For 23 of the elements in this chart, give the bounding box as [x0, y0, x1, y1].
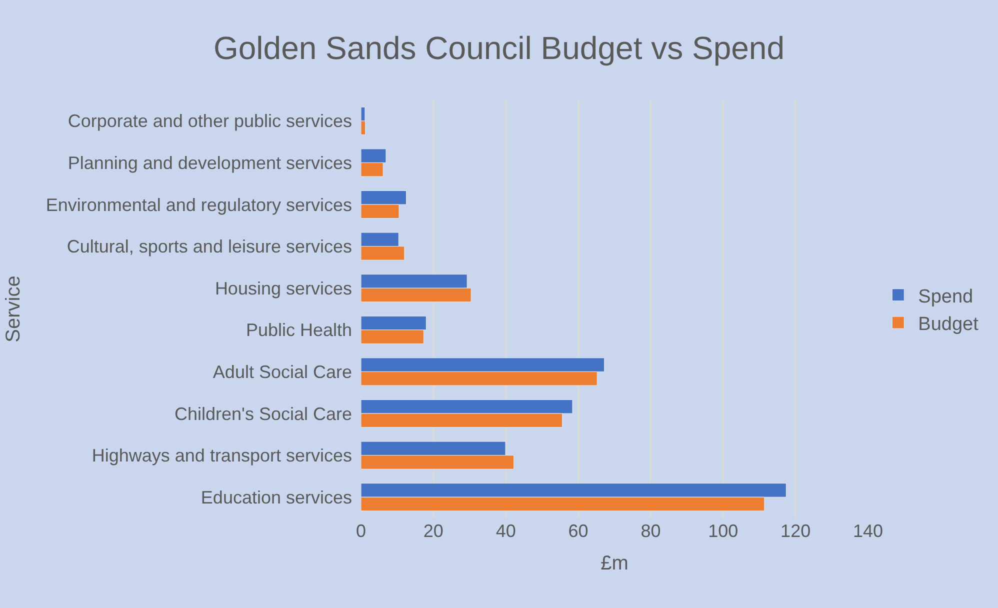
y-tick-label: Cultural, sports and leisure services	[66, 236, 352, 257]
legend-label: Spend	[918, 286, 974, 308]
x-tick-label: 0	[356, 521, 366, 541]
y-tick-label: Highways and transport services	[92, 446, 352, 466]
legend-label: Budget	[918, 314, 980, 335]
y-tick-label: Planning and development services	[68, 153, 352, 173]
x-tick-label: 140	[852, 521, 884, 541]
y-tick-label: Corporate and other public services	[68, 111, 352, 132]
y-tick-label: Housing services	[214, 278, 352, 298]
x-tick-label: 20	[423, 521, 444, 541]
y-tick-label: Children's Social Care	[174, 404, 352, 424]
y-tick-label: Adult Social Care	[212, 362, 352, 382]
y-axis-title: Service	[2, 276, 24, 342]
y-tick-label: Education services	[200, 487, 352, 508]
x-axis-title: £m	[600, 552, 628, 574]
x-tick-label: 80	[640, 521, 661, 541]
y-tick-label: Public Health	[246, 320, 352, 340]
x-tick-label: 60	[568, 521, 588, 541]
x-tick-label: 40	[496, 521, 516, 541]
x-tick-label: 100	[708, 521, 738, 541]
chart-title: Golden Sands Council Budget vs Spend	[213, 30, 785, 66]
x-tick-label: 120	[780, 521, 811, 541]
y-tick-label: Environmental and regulatory services	[46, 194, 352, 215]
